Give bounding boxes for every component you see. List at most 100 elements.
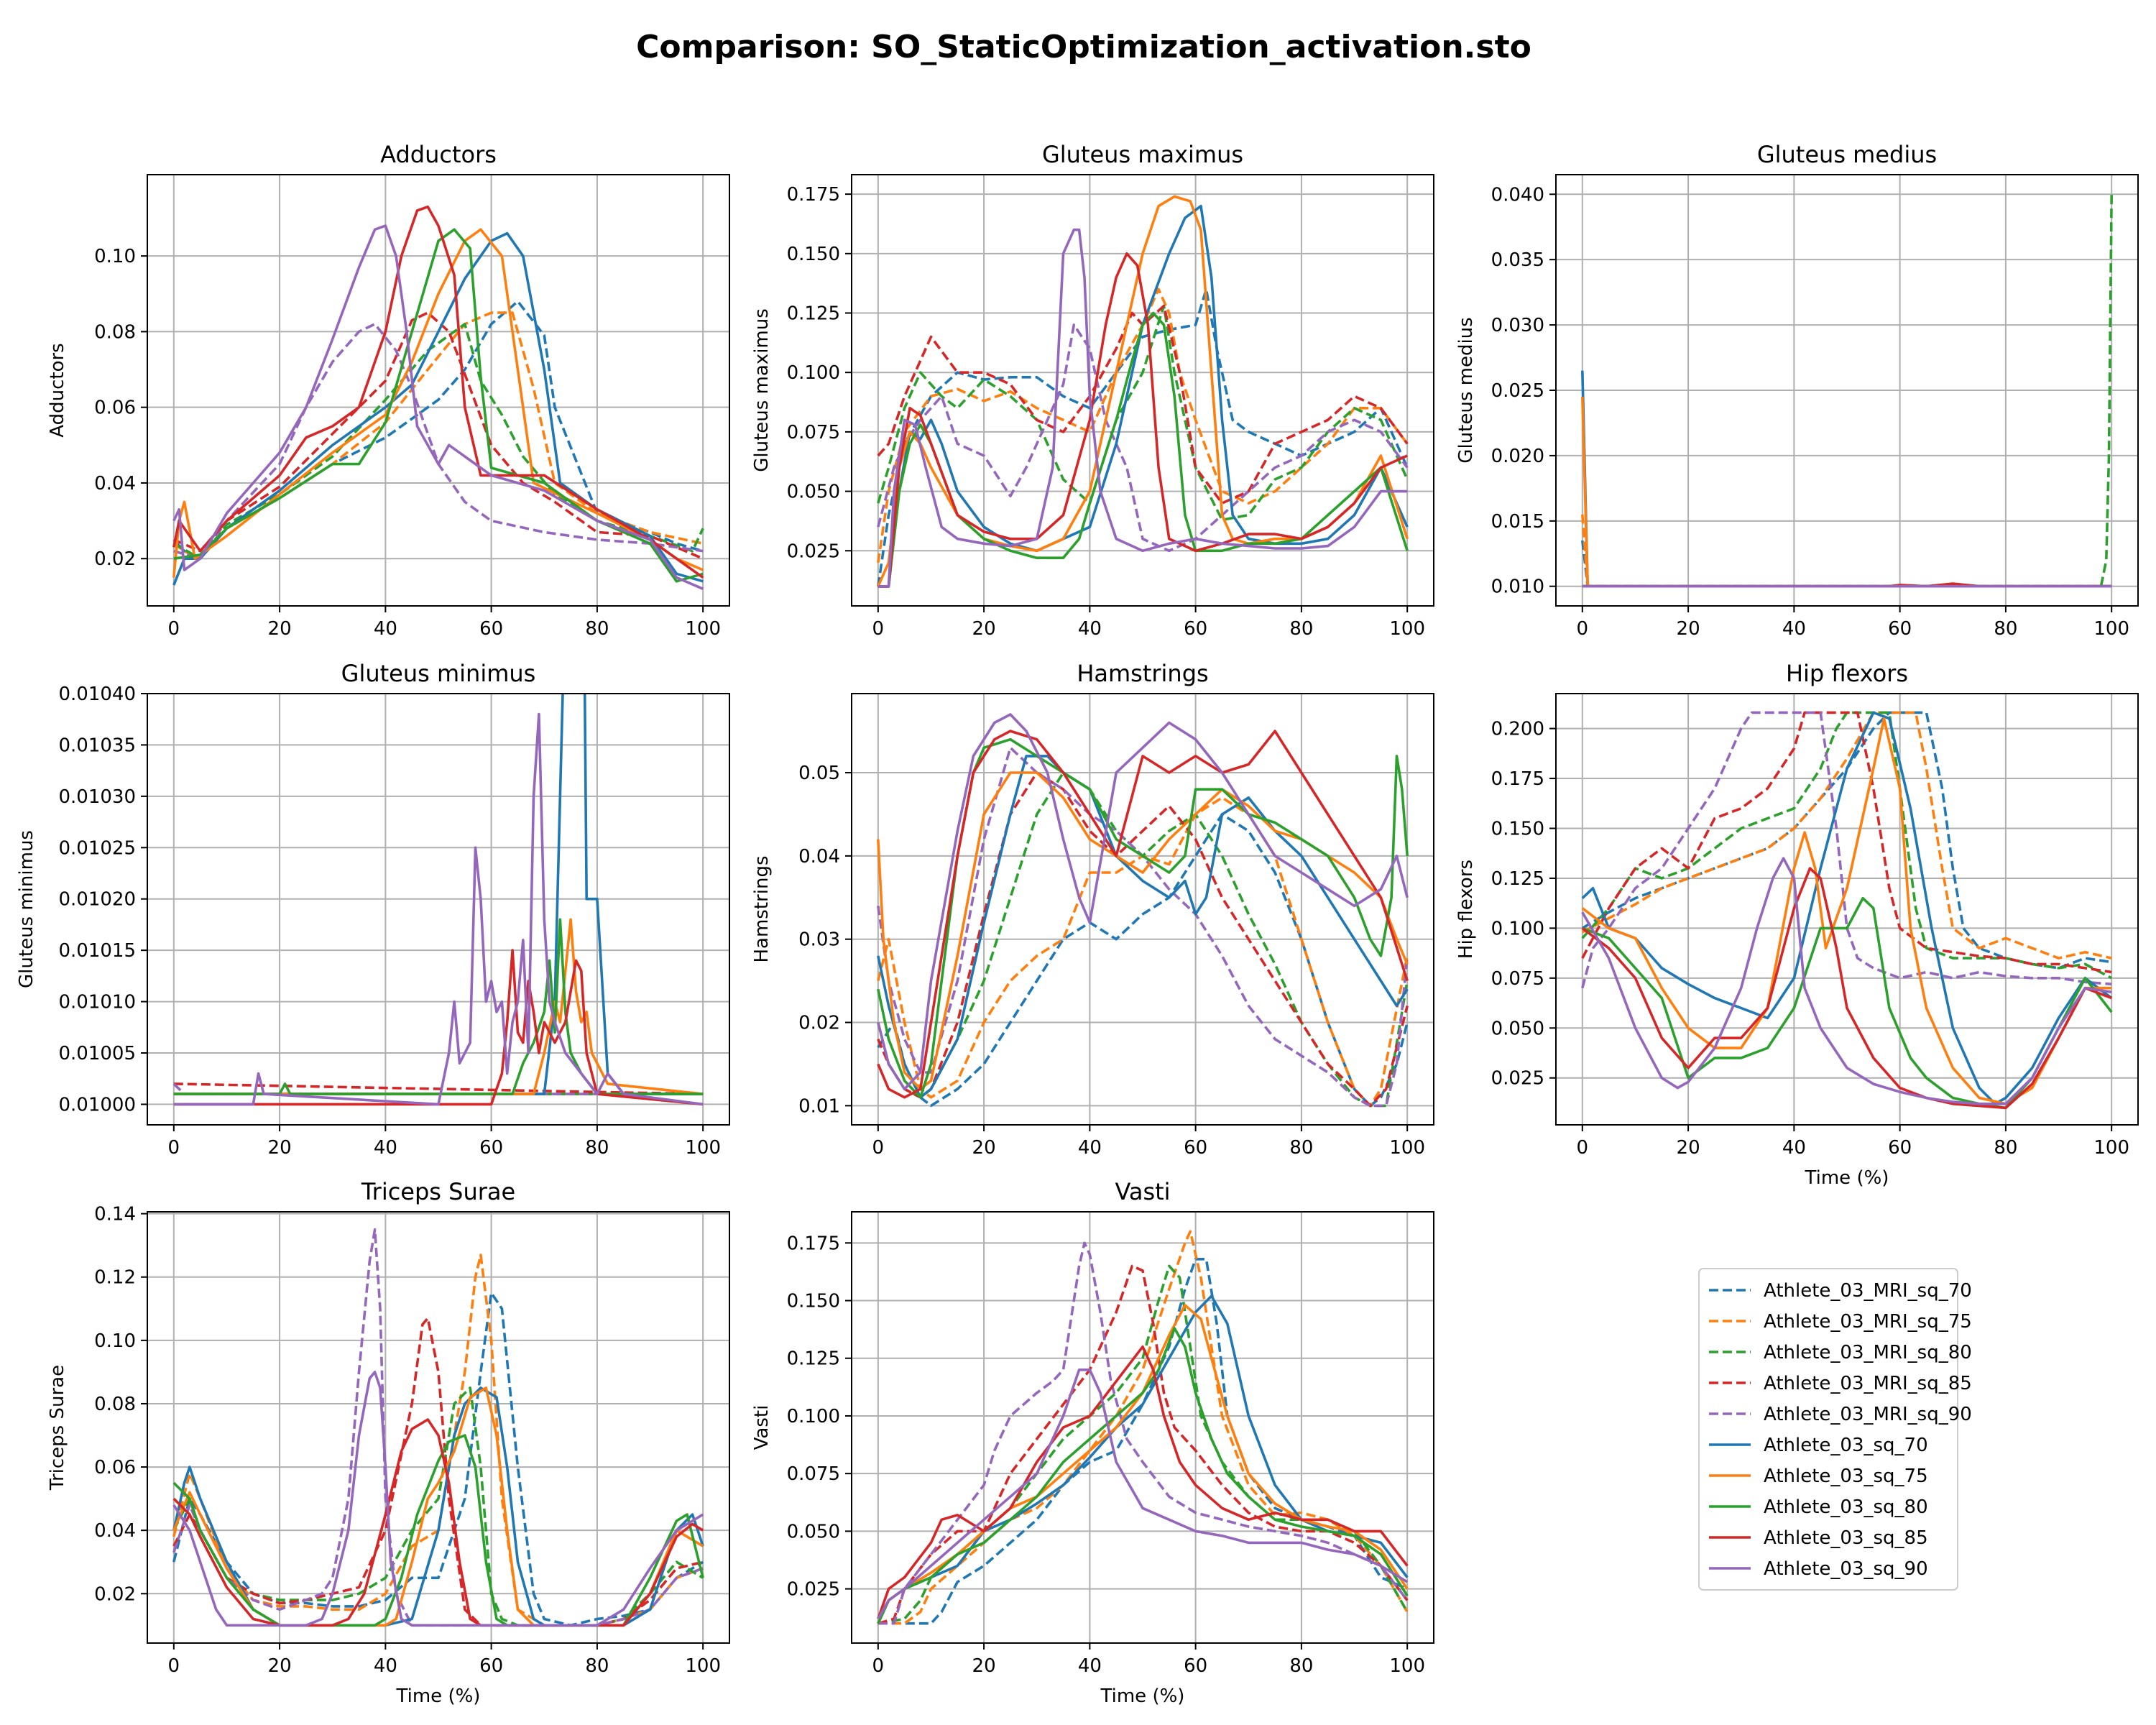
series-line-athlete-03-mri-sq-90 (173, 323, 704, 560)
y-tick-label: 0.01010 (58, 992, 136, 1013)
series-line-athlete-03-mri-sq-75 (172, 311, 704, 560)
axes-frame (851, 174, 1434, 607)
y-tick-label: 0.01040 (58, 684, 136, 705)
y-tick-label: 0.02 (94, 1583, 136, 1605)
legend-label: Athlete_03_sq_70 (1764, 1435, 1928, 1456)
series-group (877, 713, 1409, 1108)
series-line-athlete-03-sq-85 (877, 730, 1409, 1099)
x-tick-label: 60 (1184, 618, 1207, 640)
x-tick-label: 100 (2093, 618, 2129, 640)
subplots: 0 20 40 60 80 100 0.02 0.04 0.06 0.08 0.10 Adductor… (16, 141, 2139, 1707)
y-tick-label: 0.010 (1491, 576, 1544, 598)
series-line-athlete-03-mri-sq-85 (877, 304, 1409, 505)
series-line-athlete-03-sq-80 (877, 1327, 1409, 1624)
axes-frame (1555, 693, 2139, 1126)
y-tick-label: 0.01000 (58, 1094, 136, 1116)
subplot-hip-flexors: 0 20 40 60 80 100 0.025 0.050 0.075 0.100 0.125 0.1… (1455, 660, 2139, 1189)
series-line-athlete-03-sq-85 (173, 949, 704, 1106)
x-tick-label: 0 (1577, 1137, 1589, 1159)
series-line-athlete-03-sq-90 (172, 224, 704, 590)
x-tick-label: 100 (1389, 618, 1425, 640)
x-tick-label: 40 (1078, 618, 1102, 640)
series-line-athlete-03-sq-85 (172, 1418, 704, 1627)
y-tick-label: 0.125 (1491, 868, 1544, 890)
x-tick-label: 100 (685, 618, 721, 640)
legend-label: Athlete_03_MRI_sq_80 (1764, 1342, 1972, 1363)
series-line-athlete-03-sq-80 (173, 918, 704, 1095)
series-line-athlete-03-sq-85 (877, 1345, 1409, 1619)
subplot-title: Gluteus medius (1757, 141, 1937, 168)
y-tick-label: 0.075 (787, 1463, 840, 1485)
series-line-athlete-03-mri-sq-90 (172, 1228, 704, 1627)
axes-frame (851, 1211, 1434, 1644)
y-tick-label: 0.05 (798, 763, 840, 784)
y-tick-label: 0.150 (1491, 819, 1544, 840)
x-tick-label: 60 (479, 1655, 503, 1677)
y-tick-label: 0.100 (787, 1406, 840, 1427)
y-tick-label: 0.01030 (58, 786, 136, 808)
y-tick-label: 0.175 (787, 184, 840, 206)
x-tick-label: 0 (168, 1655, 180, 1677)
x-tick-label: 80 (585, 1137, 609, 1159)
legend-label: Athlete_03_sq_90 (1764, 1558, 1928, 1580)
x-tick-label: 40 (1782, 618, 1806, 640)
x-tick-label: 40 (374, 1137, 397, 1159)
x-tick-label: 40 (1782, 1137, 1806, 1159)
axes-frame (851, 693, 1434, 1126)
x-tick-label: 60 (1888, 1137, 1912, 1159)
subplot-triceps-surae: 0 20 40 60 80 100 0.02 0.04 0.06 0.08 0.10 0.12 0.14… (47, 1178, 730, 1707)
y-tick-label: 0.025 (1491, 1068, 1544, 1090)
y-tick-label: 0.125 (787, 1348, 840, 1370)
y-tick-label: 0.04 (798, 846, 840, 868)
x-tick-label: 20 (972, 1137, 996, 1159)
y-tick-label: 0.03 (798, 929, 840, 951)
axes-frame (1555, 174, 2139, 607)
y-tick-label: 0.12 (94, 1267, 136, 1289)
series-line-athlete-03-sq-70 (1581, 711, 2113, 1105)
x-tick-label: 20 (1677, 618, 1700, 640)
y-tick-label: 0.10 (94, 1330, 136, 1352)
subplot-hamstrings: 0 20 40 60 80 100 0.01 0.02 0.03 0.04 0.05 Hamstrin… (751, 660, 1434, 1159)
y-tick-label: 0.175 (787, 1233, 840, 1254)
y-tick-label: 0.06 (94, 397, 136, 419)
y-tick-label: 0.08 (94, 321, 136, 343)
y-tick-label: 0.14 (94, 1204, 136, 1225)
series-line-athlete-03-sq-75 (877, 195, 1409, 587)
x-tick-label: 20 (268, 1655, 292, 1677)
y-tick-label: 0.150 (787, 244, 840, 265)
axes-frame (147, 693, 730, 1126)
series-line-athlete-03-sq-80 (1582, 896, 2113, 1110)
plot-area (1556, 694, 2138, 1125)
y-axis-label: Gluteus medius (1455, 317, 1477, 463)
y-tick-label: 0.02 (798, 1013, 840, 1034)
x-tick-label: 20 (972, 618, 996, 640)
series-group (172, 205, 704, 590)
series-line-athlete-03-sq-90 (877, 228, 1408, 588)
x-tick-label: 40 (374, 1655, 397, 1677)
y-tick-label: 0.01035 (58, 735, 136, 756)
series-line-athlete-03-mri-sq-80 (877, 304, 1409, 522)
y-tick-label: 0.04 (94, 1520, 136, 1542)
x-tick-label: 20 (972, 1655, 996, 1677)
y-tick-label: 0.01 (798, 1095, 840, 1117)
x-tick-label: 100 (685, 1137, 721, 1159)
series-line-athlete-03-sq-70 (877, 1294, 1409, 1624)
series-group (1581, 711, 2113, 1110)
legend-label: Athlete_03_MRI_sq_70 (1764, 1280, 1972, 1302)
y-tick-label: 0.050 (787, 1521, 840, 1542)
x-axis-label: Time (%) (1805, 1167, 1889, 1189)
legend-label: Athlete_03_MRI_sq_85 (1764, 1373, 1972, 1394)
y-axis-label: Gluteus maximus (751, 308, 773, 472)
subplot-gluteus-maximus: 0 20 40 60 80 100 0.025 0.050 0.075 0.100 0.125 0.1… (751, 141, 1434, 640)
plot-area (147, 694, 729, 1125)
x-tick-label: 40 (1078, 1655, 1102, 1677)
y-axis-label: Gluteus minimus (16, 830, 37, 988)
y-tick-label: 0.075 (787, 422, 840, 443)
y-tick-label: 0.035 (1491, 249, 1544, 271)
series-line-athlete-03-mri-sq-85 (877, 1264, 1409, 1625)
x-tick-label: 0 (872, 1655, 885, 1677)
x-tick-label: 80 (1289, 618, 1313, 640)
y-tick-label: 0.01025 (58, 837, 136, 859)
y-tick-label: 0.030 (1491, 315, 1544, 336)
